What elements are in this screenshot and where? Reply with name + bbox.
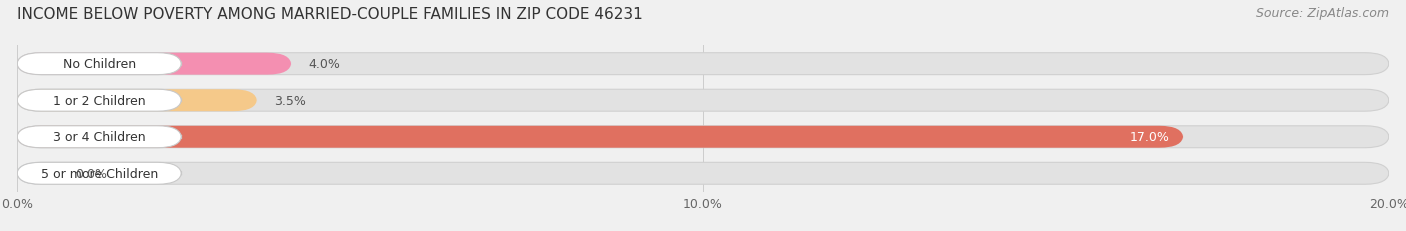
Text: 5 or more Children: 5 or more Children — [41, 167, 157, 180]
FancyBboxPatch shape — [17, 163, 58, 184]
FancyBboxPatch shape — [17, 90, 1389, 112]
FancyBboxPatch shape — [17, 163, 181, 184]
Text: No Children: No Children — [63, 58, 136, 71]
Text: 4.0%: 4.0% — [308, 58, 340, 71]
FancyBboxPatch shape — [17, 53, 181, 75]
FancyBboxPatch shape — [17, 90, 257, 112]
FancyBboxPatch shape — [17, 90, 181, 112]
FancyBboxPatch shape — [17, 126, 1389, 148]
FancyBboxPatch shape — [17, 163, 1389, 184]
Text: 0.0%: 0.0% — [75, 167, 107, 180]
FancyBboxPatch shape — [17, 53, 291, 75]
Text: Source: ZipAtlas.com: Source: ZipAtlas.com — [1256, 7, 1389, 20]
FancyBboxPatch shape — [17, 126, 1184, 148]
Text: 3.5%: 3.5% — [274, 94, 307, 107]
Text: 17.0%: 17.0% — [1129, 131, 1170, 144]
Text: INCOME BELOW POVERTY AMONG MARRIED-COUPLE FAMILIES IN ZIP CODE 46231: INCOME BELOW POVERTY AMONG MARRIED-COUPL… — [17, 7, 643, 22]
FancyBboxPatch shape — [17, 53, 1389, 75]
Text: 1 or 2 Children: 1 or 2 Children — [53, 94, 145, 107]
FancyBboxPatch shape — [17, 126, 181, 148]
Text: 3 or 4 Children: 3 or 4 Children — [53, 131, 145, 144]
